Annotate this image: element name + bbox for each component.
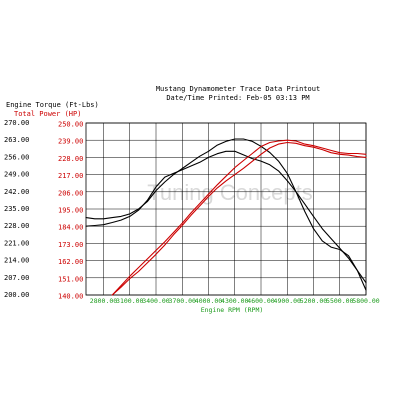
power-tick-label: 151.00	[58, 275, 83, 283]
rpm-tick-label: 5200.00	[300, 297, 327, 305]
torque-curve-1	[85, 150, 367, 284]
power-tick-label: 239.00	[58, 138, 83, 146]
chart-title: Mustang Dynamometer Trace Data Printout	[156, 85, 320, 93]
power-tick-label: 140.00	[58, 293, 83, 301]
power-axis-title: Total Power (HP)	[14, 110, 81, 118]
power-tick-label: 162.00	[58, 258, 83, 266]
rpm-tick-label: 5500.00	[326, 297, 353, 305]
power-tick-label: 195.00	[58, 207, 83, 215]
power-tick-label: 250.00	[58, 121, 83, 129]
tick-labels: 270.00 263.00 256.00 249.00 242.00 235.00 228.…	[4, 119, 380, 305]
power-curve-2	[111, 139, 367, 296]
torque-tick-label: 200.00	[4, 291, 29, 299]
torque-tick-label: 256.00	[4, 153, 29, 161]
torque-tick-label: 235.00	[4, 205, 29, 213]
rpm-tick-label: 4600.00	[247, 297, 274, 305]
rpm-tick-label: 2800.00	[90, 297, 117, 305]
watermark: Tuning Concepts	[147, 180, 313, 205]
torque-tick-label: 270.00	[4, 119, 29, 127]
torque-tick-label: 221.00	[4, 239, 29, 247]
torque-tick-label: 242.00	[4, 188, 29, 196]
power-tick-label: 206.00	[58, 189, 83, 197]
rpm-tick-label: 3700.00	[169, 297, 196, 305]
torque-tick-label: 228.00	[4, 222, 29, 230]
torque-tick-label: 263.00	[4, 136, 29, 144]
torque-tick-label: 207.00	[4, 274, 29, 282]
torque-tick-label: 214.00	[4, 257, 29, 265]
rpm-tick-label: 3100.00	[116, 297, 143, 305]
rpm-tick-label: 4300.00	[221, 297, 248, 305]
power-tick-label: 184.00	[58, 224, 83, 232]
rpm-tick-label: 5800.00	[352, 297, 379, 305]
torque-tick-label: 249.00	[4, 171, 29, 179]
series-lines	[85, 138, 367, 296]
torque-curve-2	[85, 138, 367, 291]
rpm-tick-label: 3400.00	[142, 297, 169, 305]
power-curve-1	[111, 141, 367, 296]
torque-axis-title: Engine Torque (Ft-Lbs)	[6, 101, 99, 109]
power-tick-label: 228.00	[58, 155, 83, 163]
power-tick-label: 173.00	[58, 241, 83, 249]
rpm-tick-label: 4000.00	[195, 297, 222, 305]
chart-subtitle: Date/Time Printed: Feb-05 03:13 PM	[166, 94, 309, 102]
x-axis-title: Engine RPM (RPM)	[201, 306, 264, 314]
power-tick-label: 217.00	[58, 172, 83, 180]
rpm-tick-label: 4900.00	[274, 297, 301, 305]
